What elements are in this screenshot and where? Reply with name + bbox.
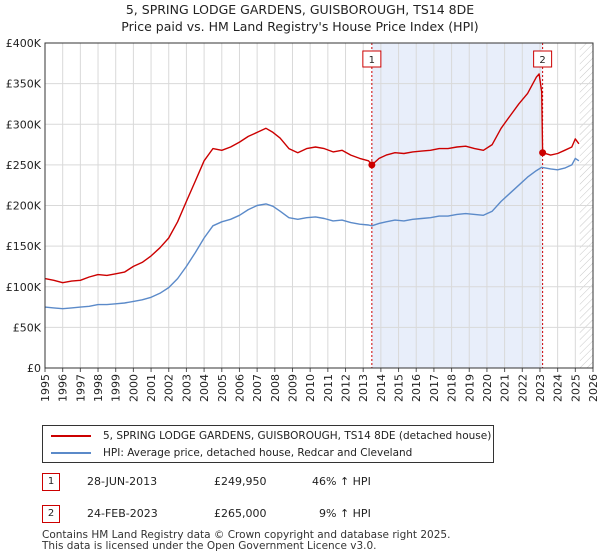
sale-hpi-change: 46% ↑ HPI [312, 475, 371, 488]
x-tick-label: 2018 [446, 374, 459, 402]
footer-copyright: Contains HM Land Registry data © Crown c… [42, 529, 451, 541]
x-tick-label: 2021 [499, 374, 512, 402]
sale-date: 24-FEB-2023 [87, 507, 158, 520]
sale-point [368, 161, 376, 169]
sale-marker-box [533, 50, 553, 68]
x-tick-label: 2008 [269, 374, 282, 402]
x-tick-label: 2006 [233, 374, 246, 402]
property-price-line [44, 73, 580, 284]
y-tick-label: £50K [13, 321, 42, 334]
legend-item-hpi: HPI: Average price, detached house, Redc… [51, 445, 412, 461]
chart-subtitle: Price paid vs. HM Land Registry's House … [121, 19, 479, 34]
sale-hpi-change: 9% ↑ HPI [319, 507, 371, 520]
sale-badge: 1 [42, 473, 60, 491]
chart-title: 5, SPRING LODGE GARDENS, GUISBOROUGH, TS… [125, 2, 475, 17]
x-tick-label: 2003 [180, 374, 193, 402]
legend-swatch-hpi [51, 452, 91, 454]
sale-price: £265,000 [214, 507, 267, 520]
y-tick-label: £400K [6, 37, 42, 50]
plot-border [44, 42, 594, 369]
legend: 5, SPRING LODGE GARDENS, GUISBOROUGH, TS… [42, 425, 494, 463]
x-tick-label: 2017 [428, 374, 441, 402]
y-tick-label: £150K [6, 240, 42, 253]
sale-badge: 2 [42, 505, 60, 523]
y-tick-label: £300K [6, 118, 42, 131]
legend-swatch-property [51, 435, 91, 437]
x-tick-label: 2004 [198, 374, 211, 402]
x-tick-label: 2026 [587, 374, 600, 402]
x-tick-label: 2023 [534, 374, 547, 402]
x-tick-label: 2009 [286, 374, 299, 402]
x-tick-label: 2002 [163, 374, 176, 402]
x-tick-label: 2000 [127, 374, 140, 402]
x-tick-label: 1999 [110, 374, 123, 402]
x-tick-label: 2024 [552, 374, 565, 402]
price-chart: £0 £50K £100K £150K £200K £250K £300K £350K £400… [6, 37, 600, 402]
x-tick-label: 1997 [74, 374, 87, 402]
sale-marker-label: 2 [539, 55, 545, 66]
sale-point [539, 149, 547, 157]
hpi-line [44, 157, 580, 310]
x-tick-label: 1996 [57, 374, 70, 402]
x-tick-label: 2020 [481, 374, 494, 402]
legend-label-property: 5, SPRING LODGE GARDENS, GUISBOROUGH, TS… [103, 430, 492, 442]
footer-licence: This data is licensed under the Open Gov… [42, 540, 377, 552]
x-tick-label: 2014 [375, 374, 388, 402]
x-tick-label: 2013 [357, 374, 370, 402]
sale-marker-box [362, 50, 382, 68]
y-tick-label: £100K [6, 281, 42, 294]
y-tick-label: £0 [27, 362, 41, 375]
x-tick-label: 2016 [410, 374, 423, 402]
x-tick-label: 2025 [569, 374, 582, 402]
x-tick-label: 2010 [304, 374, 317, 402]
x-tick-label: 2022 [516, 374, 529, 402]
x-tick-label: 2019 [463, 374, 476, 402]
x-tick-label: 1995 [39, 374, 52, 402]
x-tick-label: 1998 [92, 374, 105, 402]
sale-marker-label: 1 [369, 55, 375, 66]
x-tick-label: 2007 [251, 374, 264, 402]
legend-item-property: 5, SPRING LODGE GARDENS, GUISBOROUGH, TS… [51, 428, 491, 444]
x-tick-label: 2001 [145, 374, 158, 402]
x-tick-label: 2011 [322, 374, 335, 402]
y-tick-label: £200K [6, 200, 42, 213]
legend-label-hpi: HPI: Average price, detached house, Redc… [103, 447, 413, 459]
footer: Contains HM Land Registry data © Crown c… [42, 530, 450, 552]
y-tick-label: £350K [6, 78, 42, 91]
sale-date: 28-JUN-2013 [87, 475, 158, 488]
x-tick-label: 2015 [393, 374, 406, 402]
y-tick-label: £250K [6, 159, 42, 172]
x-tick-label: 2005 [216, 374, 229, 402]
sale-price: £249,950 [214, 475, 267, 488]
x-tick-label: 2012 [340, 374, 353, 402]
